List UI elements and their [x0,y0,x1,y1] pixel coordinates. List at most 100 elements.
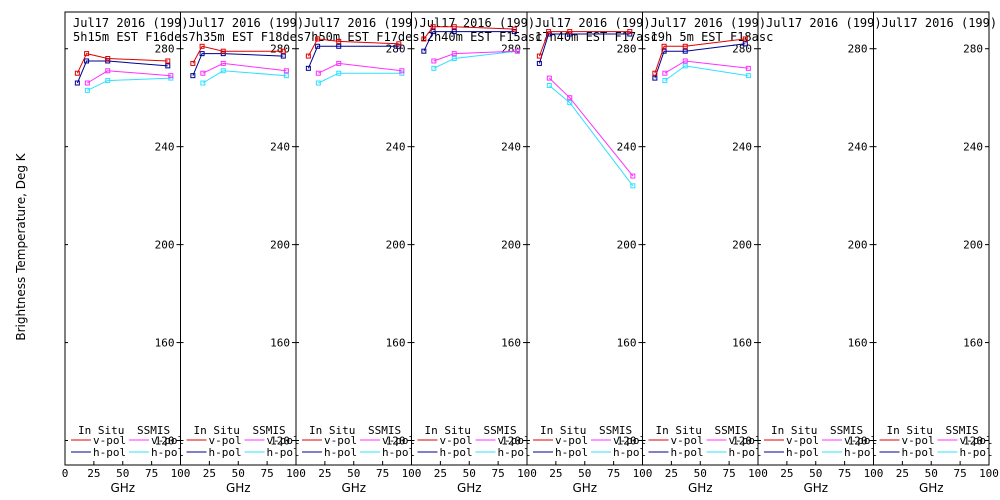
y-tick-label: 160 [386,337,406,350]
data-point-insitu-v [421,36,427,42]
legend-label: h-pol [902,446,935,459]
data-point-ssmis-v [546,75,552,81]
legend-label: v-pol [902,434,935,447]
y-tick-label: 240 [501,141,521,154]
data-point-ssmis-h [315,80,321,86]
data-point-insitu-v [190,60,196,66]
series-line-ssmis-v [548,77,634,177]
x-axis-label: GHz [919,481,944,495]
x-axis-label: GHz [803,481,828,495]
legend-label: h-pol [324,446,357,459]
x-tick-label: 75 [607,467,620,480]
y-tick-label: 160 [270,337,290,350]
data-point-ssmis-h [431,65,437,71]
x-tick-label: 100 [979,467,999,480]
data-point-ssmis-h [84,87,90,93]
data-point-ssmis-v [567,95,573,101]
data-point-insitu-v [567,29,573,35]
data-point-ssmis-v [315,70,321,76]
y-tick-label: 160 [501,337,521,350]
data-point-ssmis-v [168,73,174,79]
legend-in-situ-header: In Situ [309,424,355,437]
panel-title-date: Jul17 2016 (199) [189,16,305,30]
x-tick-label: 25 [665,467,678,480]
y-tick-label: 200 [732,239,752,252]
x-axis-label: GHz [457,481,482,495]
data-point-insitu-h [652,75,658,81]
y-tick-label: 200 [270,239,290,252]
legend-label: v-pol [613,434,646,447]
x-tick-label: 100 [286,467,306,480]
data-point-ssmis-h [220,68,226,74]
x-tick-label: 50 [578,467,591,480]
y-tick-label: 120 [501,435,521,448]
x-tick-label: 75 [838,467,851,480]
data-point-ssmis-v [200,70,206,76]
legend-in-situ-header: In Situ [425,424,471,437]
y-tick-label: 200 [155,239,175,252]
y-tick-label: 120 [732,435,752,448]
x-tick-label: 50 [925,467,938,480]
series-line-insitu-v [654,38,746,74]
series-line-insitu-h [76,60,168,84]
data-point-insitu-h [742,41,748,47]
legend-label: v-pol [960,434,993,447]
series-line-ssmis-v [202,62,287,74]
legend-label: h-pol [440,446,473,459]
panel-8: Jul17 2016 (199) 120 160 200 240 280 25 50 75 100… [873,11,999,495]
series-line-ssmis-v [433,50,518,62]
data-point-insitu-v [336,38,342,44]
legend-label: h-pol [671,446,704,459]
x-tick-label: 75 [145,467,158,480]
series-line-ssmis-h [318,72,402,84]
data-point-insitu-v [105,56,111,62]
data-point-ssmis-v [336,60,342,66]
panel-2: Jul17 2016 (199)7h35m EST F18des 120 160 20… [180,11,306,495]
y-tick-label: 240 [386,141,406,154]
x-tick-label: 75 [261,467,274,480]
x-tick-label: 100 [633,467,653,480]
panel-4: Jul17 2016 (199)12h40m EST F15asc1201602… [411,11,542,495]
y-tick-label: 280 [617,43,637,56]
data-point-insitu-h [305,65,311,71]
series-line-ssmis-h [548,85,634,187]
data-point-ssmis-v [682,58,688,64]
data-point-insitu-v [430,24,436,30]
series-line-ssmis-h [664,65,749,82]
legend-label: h-pol [151,446,184,459]
x-tick-label: 100 [517,467,537,480]
series-line-insitu-v [192,45,284,64]
y-tick-label: 120 [617,435,637,448]
legend-label: h-pol [209,446,242,459]
panel-title-overpass: 5h15m EST F16des [73,30,189,44]
data-point-ssmis-v [431,58,437,64]
data-point-insitu-v [652,70,658,76]
data-point-insitu-h [421,48,427,54]
panel-title-date: Jul17 2016 (199) [73,16,189,30]
x-tick-label: 100 [402,467,422,480]
data-point-ssmis-h [682,63,688,69]
y-tick-label: 240 [155,141,175,154]
x-axis-label: GHz [110,481,135,495]
y-tick-label: 280 [848,43,868,56]
legend-ssmis-header: SSMIS [368,424,401,437]
y-tick-label: 200 [848,239,868,252]
data-point-insitu-h [74,80,80,86]
data-point-ssmis-v [283,68,289,74]
series-line-insitu-v [76,53,168,74]
x-tick-label: 25 [203,467,216,480]
data-point-insitu-v [84,51,90,57]
y-tick-label: 280 [963,43,983,56]
data-point-ssmis-h [662,78,668,84]
data-point-insitu-h [199,51,205,57]
y-tick-label: 240 [848,141,868,154]
x-axis-label: GHz [572,481,597,495]
data-point-ssmis-v [451,51,457,57]
data-point-ssmis-v [662,70,668,76]
x-tick-label: 50 [694,467,707,480]
panel-7: Jul17 2016 (199) 120 160 200 240 280 25 50 75 100… [757,11,883,495]
panel-5: Jul17 2016 (199)17h40m EST F17asc1201602… [526,11,658,495]
y-tick-label: 120 [963,435,983,448]
legend-ssmis-header: SSMIS [137,424,170,437]
